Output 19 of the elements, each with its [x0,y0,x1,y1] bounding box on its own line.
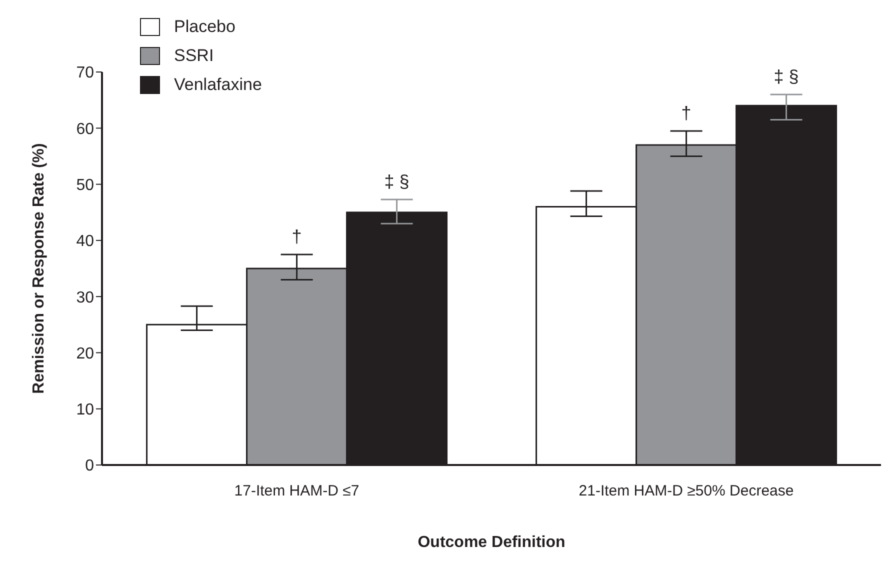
y-tick-label: 0 [85,458,94,475]
legend-label: Venlafaxine [174,74,262,94]
x-tick-label: 17-Item HAM-D ≤7 [234,482,360,500]
legend-label: SSRI [174,46,214,66]
y-tick-label: 70 [76,64,94,82]
y-tick-label: 20 [76,345,94,362]
y-tick-label: 60 [76,120,94,138]
y-tick-label: 30 [76,289,94,306]
annotation: ‡ § [774,66,799,86]
annotation: ‡ § [384,171,410,192]
legend-label: Placebo [174,16,236,36]
y-tick-label: 50 [76,176,94,194]
annotation: † [681,102,692,123]
y-tick-label: 40 [76,233,94,250]
y-tick-label: 10 [76,402,94,419]
x-tick-label: 21-Item HAM-D ≥50% Decrease [578,482,794,500]
x-axis-title: Outcome Definition [418,534,566,551]
annotation: † [292,226,302,246]
y-axis-title: Remission or Response Rate (%) [30,143,48,394]
